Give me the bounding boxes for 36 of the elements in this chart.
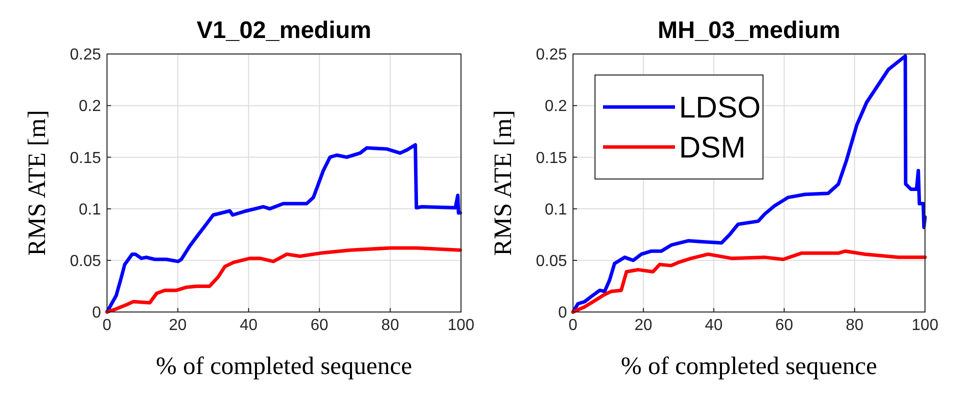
legend-label: DSM — [679, 132, 746, 164]
chart-title: V1_02_medium — [196, 17, 372, 44]
x-tick-label: 0 — [102, 317, 112, 334]
y-axis-title: RMS ATE [m] — [24, 110, 51, 256]
x-tick-label: 20 — [168, 317, 187, 334]
x-tick-label: 80 — [381, 317, 400, 334]
y-tick-label: 0.15 — [536, 150, 568, 167]
y-tick-label: 0.05 — [70, 253, 102, 270]
x-tick-label: 20 — [634, 317, 652, 334]
x-tick-label: 60 — [310, 317, 328, 334]
line-series — [105, 246, 462, 314]
y-axis-title: RMS ATE [m] — [490, 110, 517, 256]
y-tick-label: 0 — [92, 304, 102, 322]
x-tick-label: 100 — [912, 317, 938, 334]
line-series — [571, 54, 927, 314]
y-tick-label: 0.2 — [78, 98, 102, 116]
y-tick-label: 0.15 — [70, 150, 102, 167]
x-tick-label: 60 — [775, 317, 794, 334]
x-tick-label: 40 — [240, 317, 258, 334]
legend-label: LDSO — [679, 92, 761, 124]
x-tick-label: 0 — [568, 317, 578, 334]
y-tick-label: 0 — [558, 304, 568, 322]
line-series — [571, 249, 927, 314]
y-tick-label: 0.1 — [78, 201, 102, 218]
x-tick-label: 80 — [846, 317, 864, 334]
y-tick-label: 0.1 — [544, 201, 568, 218]
x-tick-label: 100 — [448, 317, 474, 334]
y-tick-label: 0.25 — [70, 46, 102, 64]
y-tick-label: 0.2 — [544, 98, 568, 116]
chart-title: MH_03_medium — [658, 17, 840, 44]
x-tick-label: 40 — [704, 317, 723, 334]
x-axis-title: % of completed sequence — [156, 353, 412, 380]
line-series — [105, 143, 462, 314]
y-tick-label: 0.25 — [536, 46, 568, 64]
x-axis-title: % of completed sequence — [620, 353, 878, 380]
y-tick-label: 0.05 — [536, 253, 568, 270]
